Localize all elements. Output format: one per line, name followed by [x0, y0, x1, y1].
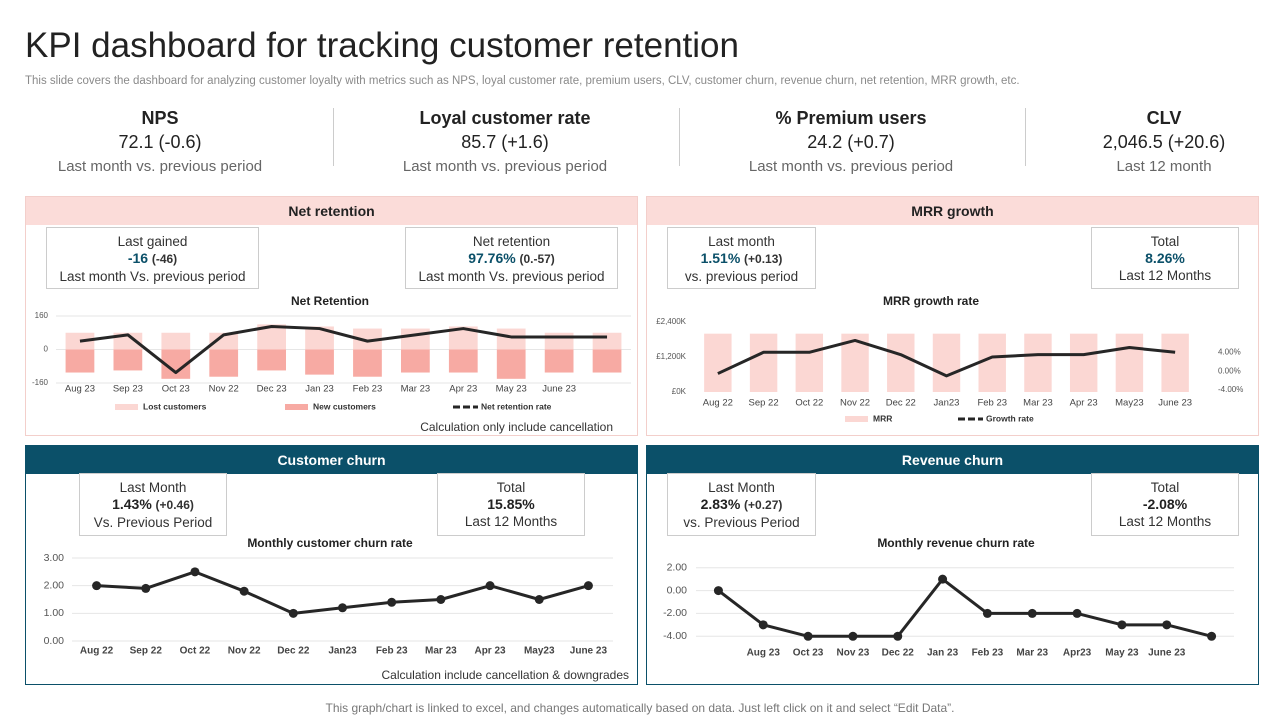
- box-change: (-46): [151, 252, 178, 266]
- kpi-value: 72.1 (-0.6): [118, 132, 202, 152]
- box-value-line: 2.83% (+0.27): [668, 496, 815, 514]
- box-value-line: -16 (-46): [47, 250, 258, 268]
- page-subtitle: This slide covers the dashboard for anal…: [25, 75, 1020, 87]
- panel-header: Net retention: [26, 197, 637, 225]
- panel: Customer churn Last Month 1.43% (+0.46) Vs.…: [25, 445, 638, 685]
- box-value: 2.83%: [700, 496, 741, 512]
- box-note: Last 12 Months: [464, 514, 558, 529]
- footer: This graph/chart is linked to excel, and…: [325, 701, 955, 715]
- box-label: Total: [1150, 234, 1180, 249]
- panel-header: Revenue churn: [647, 446, 1258, 474]
- kpi-note: Last 12 month: [1116, 158, 1212, 175]
- kpi: % Premium users 24.2 (+0.7) Last month vs.…: [701, 108, 1001, 175]
- box-label: Last gained: [117, 234, 188, 249]
- separator: [333, 108, 334, 166]
- box-note: Last 12 Months: [1118, 268, 1212, 283]
- kpi-value: 24.2 (+0.7): [807, 132, 895, 152]
- kpi-box: Last gained -16 (-46) Last month Vs. previ…: [46, 227, 259, 289]
- kpi-value: 2,046.5 (+20.6): [1102, 132, 1226, 152]
- box-note: Last month Vs. previous period: [59, 269, 246, 284]
- separator: [1025, 108, 1026, 166]
- box-value: 1.51%: [700, 250, 741, 266]
- box-note: vs. Previous Period: [683, 515, 800, 530]
- panel: MRR growth Last month 1.51% (+0.13) vs. pre…: [646, 196, 1259, 436]
- box-value-line: 97.76% (0.-57): [406, 250, 617, 268]
- box-label: Total: [1150, 480, 1180, 495]
- kpi-note: Last month vs. previous period: [748, 158, 954, 175]
- box-change: (+0.27): [744, 498, 783, 512]
- kpi-label: % Premium users: [775, 108, 927, 128]
- box-label: Last month: [708, 234, 775, 249]
- kpi-label: CLV: [1146, 108, 1182, 128]
- box-label: Total: [496, 480, 526, 495]
- box-value-line: 15.85%: [438, 496, 584, 513]
- kpi-value: 85.7 (+1.6): [461, 132, 549, 152]
- box-note: Last month Vs. previous period: [418, 269, 605, 284]
- kpi-box: Last Month 2.83% (+0.27) vs. Previous Peri…: [667, 473, 816, 536]
- box-note: vs. previous period: [684, 269, 799, 284]
- panel: Revenue churn Last Month 2.83% (+0.27) vs. …: [646, 445, 1259, 685]
- box-value-line: 1.43% (+0.46): [80, 496, 226, 514]
- kpi: Loyal customer rate 85.7 (+1.6) Last month…: [355, 108, 655, 175]
- box-note: Vs. Previous Period: [93, 515, 213, 530]
- box-value: -16: [127, 250, 149, 266]
- panel-header: Customer churn: [26, 446, 637, 474]
- box-label: Net retention: [472, 234, 551, 249]
- box-value-line: 1.51% (+0.13): [668, 250, 815, 268]
- box-value: -2.08%: [1142, 496, 1188, 512]
- kpi-box: Last Month 1.43% (+0.46) Vs. Previous Peri…: [79, 473, 227, 536]
- box-value-line: 8.26%: [1092, 250, 1238, 267]
- box-label: Last Month: [119, 480, 187, 495]
- panel-note: Calculation include cancellation & downg…: [381, 668, 630, 682]
- kpi-box: Total 15.85% Last 12 Months: [437, 473, 585, 536]
- kpi-label: Loyal customer rate: [419, 108, 591, 128]
- panel: Net retention Last gained -16 (-46) Last mo…: [25, 196, 638, 436]
- box-change: (0.-57): [519, 252, 555, 266]
- box-note: Last 12 Months: [1118, 514, 1212, 529]
- kpi-note: Last month vs. previous period: [57, 158, 263, 175]
- box-value: 97.76%: [468, 250, 516, 266]
- separator: [679, 108, 680, 166]
- kpi-box: Total -2.08% Last 12 Months: [1091, 473, 1239, 536]
- box-value-line: -2.08%: [1092, 496, 1238, 513]
- kpi: CLV 2,046.5 (+20.6) Last 12 month: [1014, 108, 1280, 175]
- box-value: 8.26%: [1145, 250, 1185, 266]
- box-change: (+0.46): [155, 498, 194, 512]
- kpi-box: Last month 1.51% (+0.13) vs. previous peri…: [667, 227, 816, 289]
- box-label: Last Month: [708, 480, 775, 495]
- kpi-box: Net retention 97.76% (0.-57) Last month Vs…: [405, 227, 618, 289]
- page-title: KPI dashboard for tracking customer rete…: [25, 26, 739, 65]
- box-value: 15.85%: [487, 496, 535, 512]
- box-value: 1.43%: [112, 496, 152, 512]
- box-change: (+0.13): [744, 252, 783, 266]
- kpi-label: NPS: [141, 108, 179, 128]
- panel-header: MRR growth: [647, 197, 1258, 225]
- kpi-box: Total 8.26% Last 12 Months: [1091, 227, 1239, 289]
- kpi-note: Last month vs. previous period: [402, 158, 608, 175]
- panel-note: Calculation only include cancellation: [420, 420, 613, 434]
- kpi: NPS 72.1 (-0.6) Last month vs. previous pe…: [10, 108, 310, 175]
